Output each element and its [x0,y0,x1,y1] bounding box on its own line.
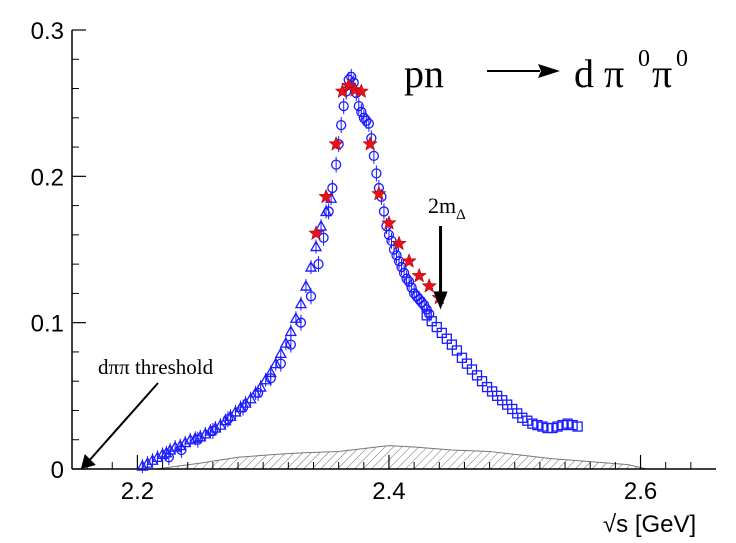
circle-point [414,294,425,305]
x-tick-label: 2.4 [372,478,405,505]
circle-point [305,291,317,302]
star-point [391,235,407,251]
circle-point [346,71,357,82]
star-point [328,135,344,151]
circle-point [192,434,203,445]
circle-point [313,258,324,270]
star-point [308,225,324,241]
x-tick-label: 2.2 [121,478,154,505]
triangle-point [146,453,159,465]
threshold-arrow [80,382,159,469]
reaction-label-pi-sup-a: 0 [638,46,650,72]
circle-point [361,115,372,126]
star-point [340,77,357,93]
y-tick-label: 0.2 [31,164,64,191]
circle-point [207,425,219,437]
circle-point [403,276,415,287]
reaction-label-initial: pn [404,51,444,96]
triangle-point [136,459,149,471]
circle-point [411,291,422,302]
circle-point [353,100,364,112]
circle-point [176,444,187,456]
square-point [572,421,583,432]
circle-point [398,267,410,279]
circle-point [327,182,338,194]
triangle-point [309,240,323,252]
threshold-arrow-head [80,454,96,469]
circle-point [401,273,412,284]
circle-point [363,118,374,129]
circle-point [424,308,435,320]
triangle-point [141,456,154,468]
threshold-arrow-shaft [88,382,159,462]
circle-point [285,339,297,350]
circle-point [393,256,405,267]
ticks: 2.2 2.4 2.6 0 0.1 0.2 0.3 [31,18,692,505]
circle-point [336,119,347,131]
reaction-label-pi-sup-b: 0 [676,46,688,72]
triangle-point [164,443,177,455]
y-tick-label: 0 [51,457,64,484]
circle-point [222,414,234,425]
circle-point [265,373,276,384]
circle-point [391,250,402,261]
circle-point [356,106,367,118]
triangle-point [304,260,318,272]
triangle-point [199,427,212,439]
threshold-label: dππ threshold [98,355,214,379]
y-tick-label: 0.1 [31,311,64,338]
data-marks [136,68,583,474]
axes [71,30,716,470]
reaction-arrow-head [538,64,560,78]
circle-point [237,402,249,413]
triangle-point [244,392,257,404]
x-tick-label: 2.6 [624,478,657,505]
circle-point [295,317,307,328]
circle-point [371,168,382,179]
circle-point [416,297,427,308]
two-m-delta-arrow [433,226,448,310]
star-point [411,267,427,283]
two-m-delta-sub: Δ [456,207,466,223]
circle-point [163,452,175,463]
triangle-point [294,297,308,309]
circle-point [368,150,380,161]
triangle-point [151,450,164,462]
triangle-point [284,325,297,337]
star-point [381,214,397,230]
circle-point [358,112,369,123]
circle-point [388,244,400,255]
star-point [401,252,417,268]
circle-point [378,206,390,217]
star-point [362,135,378,151]
reaction-label-pi-b: π [652,51,672,96]
two-m-delta-arrow-head [433,291,448,310]
reaction-label-final: d π [574,51,624,96]
circle-point [330,159,342,170]
triangle-point [259,373,272,385]
star-point [371,185,387,201]
star-point [421,277,438,293]
circle-point [383,229,395,241]
circle-point [253,387,264,399]
circle-point [396,261,407,273]
circle-point [406,282,417,293]
circle-point [323,206,334,217]
x-axis-label: √s [GeV] [603,511,696,538]
y-tick-label: 0.3 [31,18,64,45]
star-point [353,83,370,99]
background-band [156,445,647,470]
circle-point [275,358,286,369]
two-m-delta-main: 2m [428,193,456,218]
circle-point [408,288,420,299]
background-band-layer [156,445,647,470]
triangle-point [279,336,292,348]
star-point [318,188,334,204]
triangle-point [269,357,282,369]
circle-point [338,100,349,112]
two-m-delta-label: 2mΔ [428,193,466,223]
triangle-point [314,219,328,231]
triangle-point [299,279,313,291]
